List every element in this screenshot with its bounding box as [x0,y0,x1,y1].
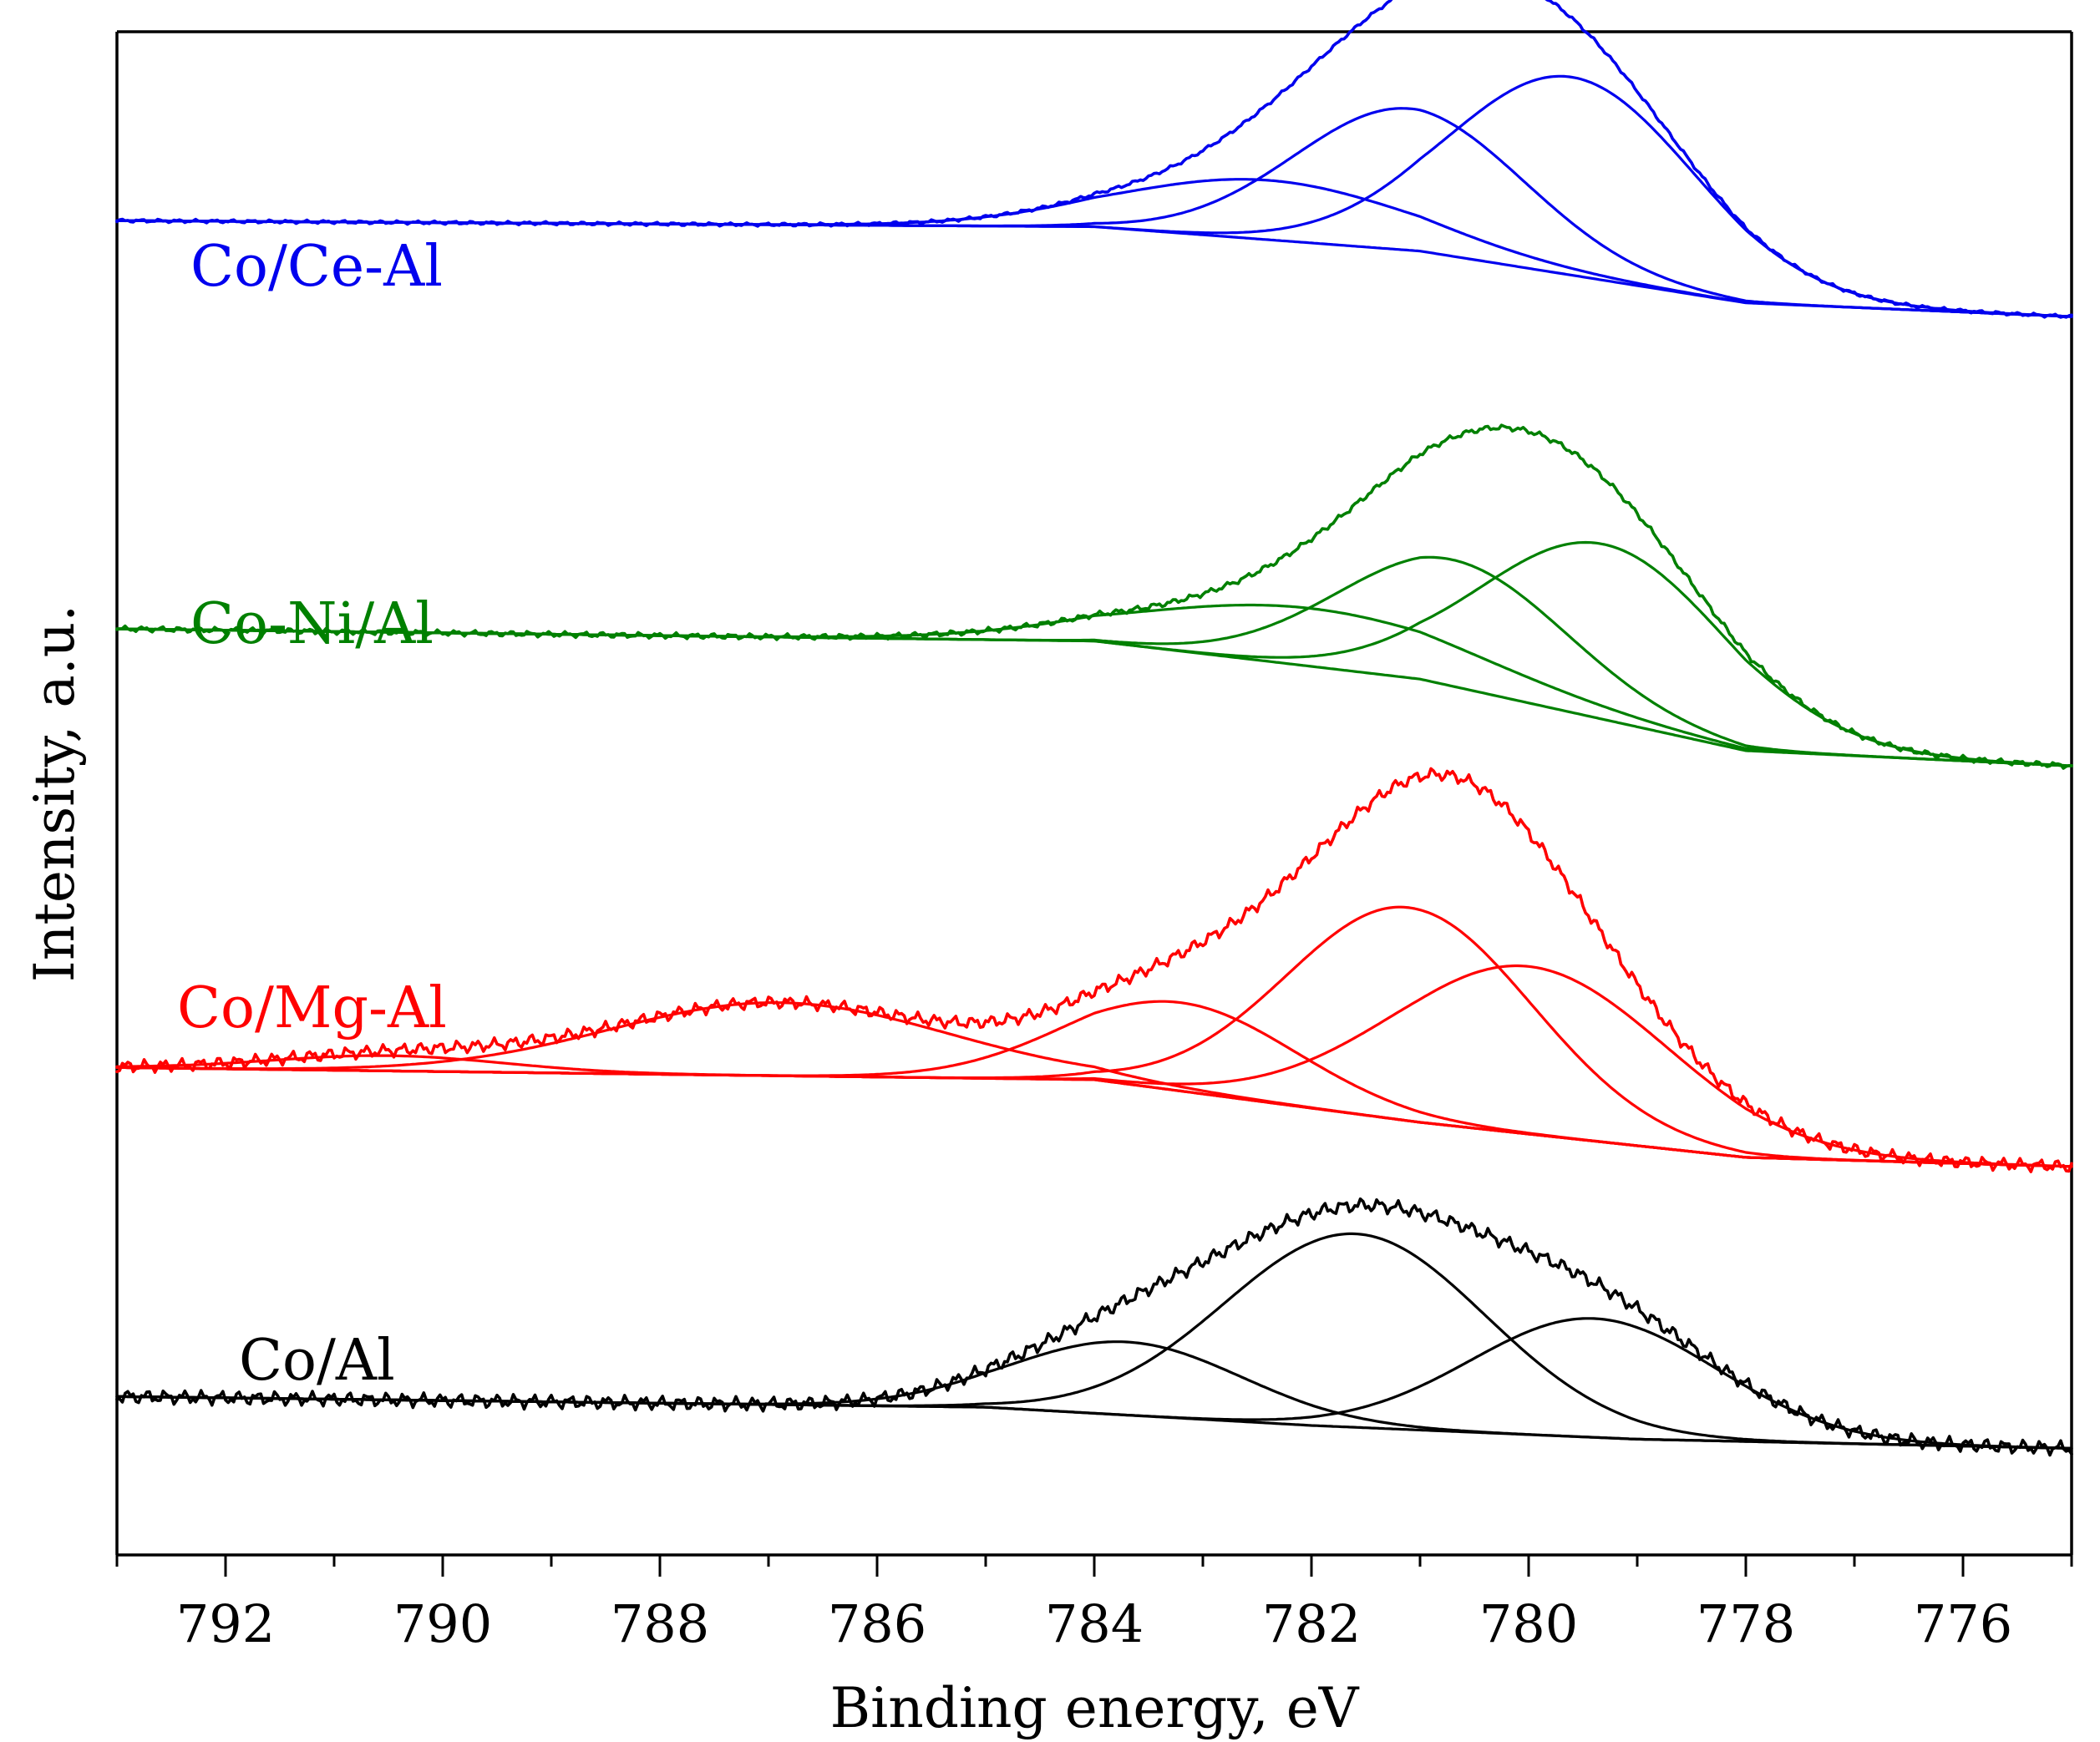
x-tick-label: 784 [1045,1593,1144,1654]
x-tick-label: 786 [828,1593,926,1654]
x-tick-label: 778 [1697,1593,1795,1654]
fit-component-co-al-1 [115,1232,2073,1450]
x-tick-label: 792 [176,1593,275,1654]
x-ticks: 792 790 788 786 784 782 780 778 776 [115,1555,2073,1654]
baseline-co-mg-al [115,1066,2073,1168]
series-labels: Co/Ce-Al Co-Ni/Al Co/Mg-Al Co/Al [177,234,447,1394]
x-tick-label: 790 [393,1593,492,1654]
fit-component-co-ni-al-2 [115,555,2073,767]
spectrum-co-ni-al [115,423,2073,770]
x-axis-title: Binding energy, eV [830,1676,1360,1740]
series-label-co-al: Co/Al [239,1328,395,1394]
fit-component-co-al-3 [115,1340,2073,1450]
series-label-co-ce-al: Co/Ce-Al [190,234,443,300]
curves-group [115,0,2073,1457]
series-label-co-ni-al: Co-Ni/Al [190,591,434,657]
x-tick-label: 780 [1479,1593,1578,1654]
x-tick-label: 782 [1262,1593,1361,1654]
fit-component-co-al-2 [115,1317,2073,1450]
series-label-co-mg-al: Co/Mg-Al [177,975,447,1041]
fit-component-co-mg-al-5 [115,1054,2073,1168]
x-tick-label: 788 [611,1593,709,1654]
spectrum-co-ce-al [115,0,2073,319]
spectrum-co-mg-al [115,767,2073,1173]
y-axis-title: Intensity, a.u. [23,605,87,982]
spectrum-co-al [115,1197,2073,1457]
x-tick-label: 776 [1914,1593,2012,1654]
